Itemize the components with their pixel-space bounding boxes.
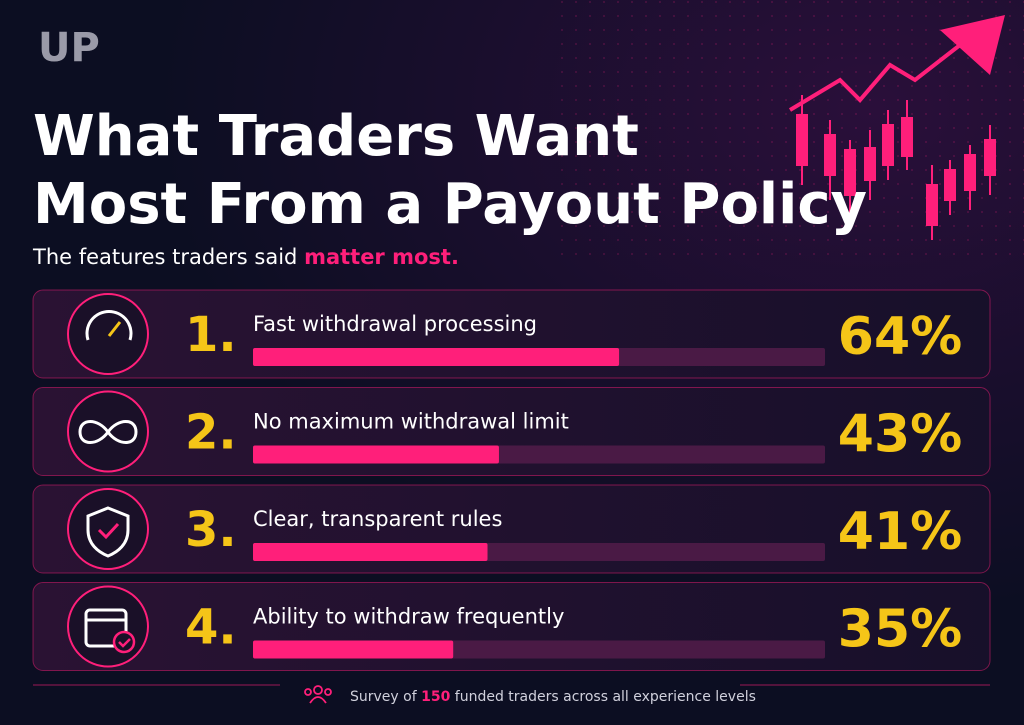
infinity bbox=[78, 420, 138, 444]
footer: Survey of 150 funded traders across all … bbox=[350, 689, 756, 705]
icon-ring bbox=[67, 585, 149, 668]
value-label: 41% bbox=[838, 502, 962, 562]
rank: 3. bbox=[185, 502, 237, 558]
trend-line bbox=[788, 43, 962, 112]
subtitle-text: The features traders said bbox=[32, 245, 304, 269]
footer-number: 150 bbox=[421, 689, 450, 705]
dot-pattern bbox=[560, 0, 1024, 260]
shield bbox=[86, 506, 130, 558]
icon bbox=[78, 420, 138, 444]
value-label: 64% bbox=[838, 307, 962, 367]
category-label: Fast withdrawal processing bbox=[253, 312, 537, 336]
logo: UP bbox=[38, 25, 100, 71]
icon bbox=[86, 506, 130, 558]
footer-text: Survey of bbox=[350, 689, 421, 705]
check bbox=[97, 522, 120, 540]
check bbox=[118, 638, 131, 648]
rank: 2. bbox=[185, 405, 237, 461]
footer-text: funded traders across all experience lev… bbox=[450, 689, 756, 705]
rank: 4. bbox=[185, 600, 237, 656]
needle bbox=[107, 321, 122, 337]
icon-ring bbox=[67, 488, 149, 570]
trend-arrow bbox=[940, 15, 1005, 75]
bar bbox=[253, 543, 488, 561]
value-label: 35% bbox=[838, 600, 962, 660]
check-badge bbox=[112, 630, 136, 654]
title-line: Most From a Payout Policy bbox=[33, 172, 867, 237]
subtitle: The features traders said matter most. bbox=[32, 245, 459, 269]
subtitle-highlight: matter most. bbox=[304, 245, 459, 269]
bar bbox=[253, 348, 620, 366]
gauge bbox=[85, 309, 133, 341]
category-label: No maximum withdrawal limit bbox=[253, 410, 569, 434]
icon bbox=[85, 309, 133, 341]
people-icon bbox=[304, 685, 332, 704]
title-line: What Traders Want bbox=[33, 104, 639, 169]
value-label: 43% bbox=[838, 405, 962, 465]
bar bbox=[253, 445, 499, 464]
category-label: Ability to withdraw frequently bbox=[253, 605, 564, 629]
bar bbox=[253, 640, 454, 659]
icon bbox=[84, 608, 136, 654]
candlesticks bbox=[796, 95, 996, 240]
calendar bbox=[84, 608, 128, 648]
rank: 1. bbox=[185, 307, 237, 363]
rows: 1. Fast withdrawal processing 64% 2. No maxi… bbox=[32, 289, 991, 671]
icon-ring bbox=[67, 293, 149, 375]
category-label: Clear, transparent rules bbox=[253, 507, 502, 531]
